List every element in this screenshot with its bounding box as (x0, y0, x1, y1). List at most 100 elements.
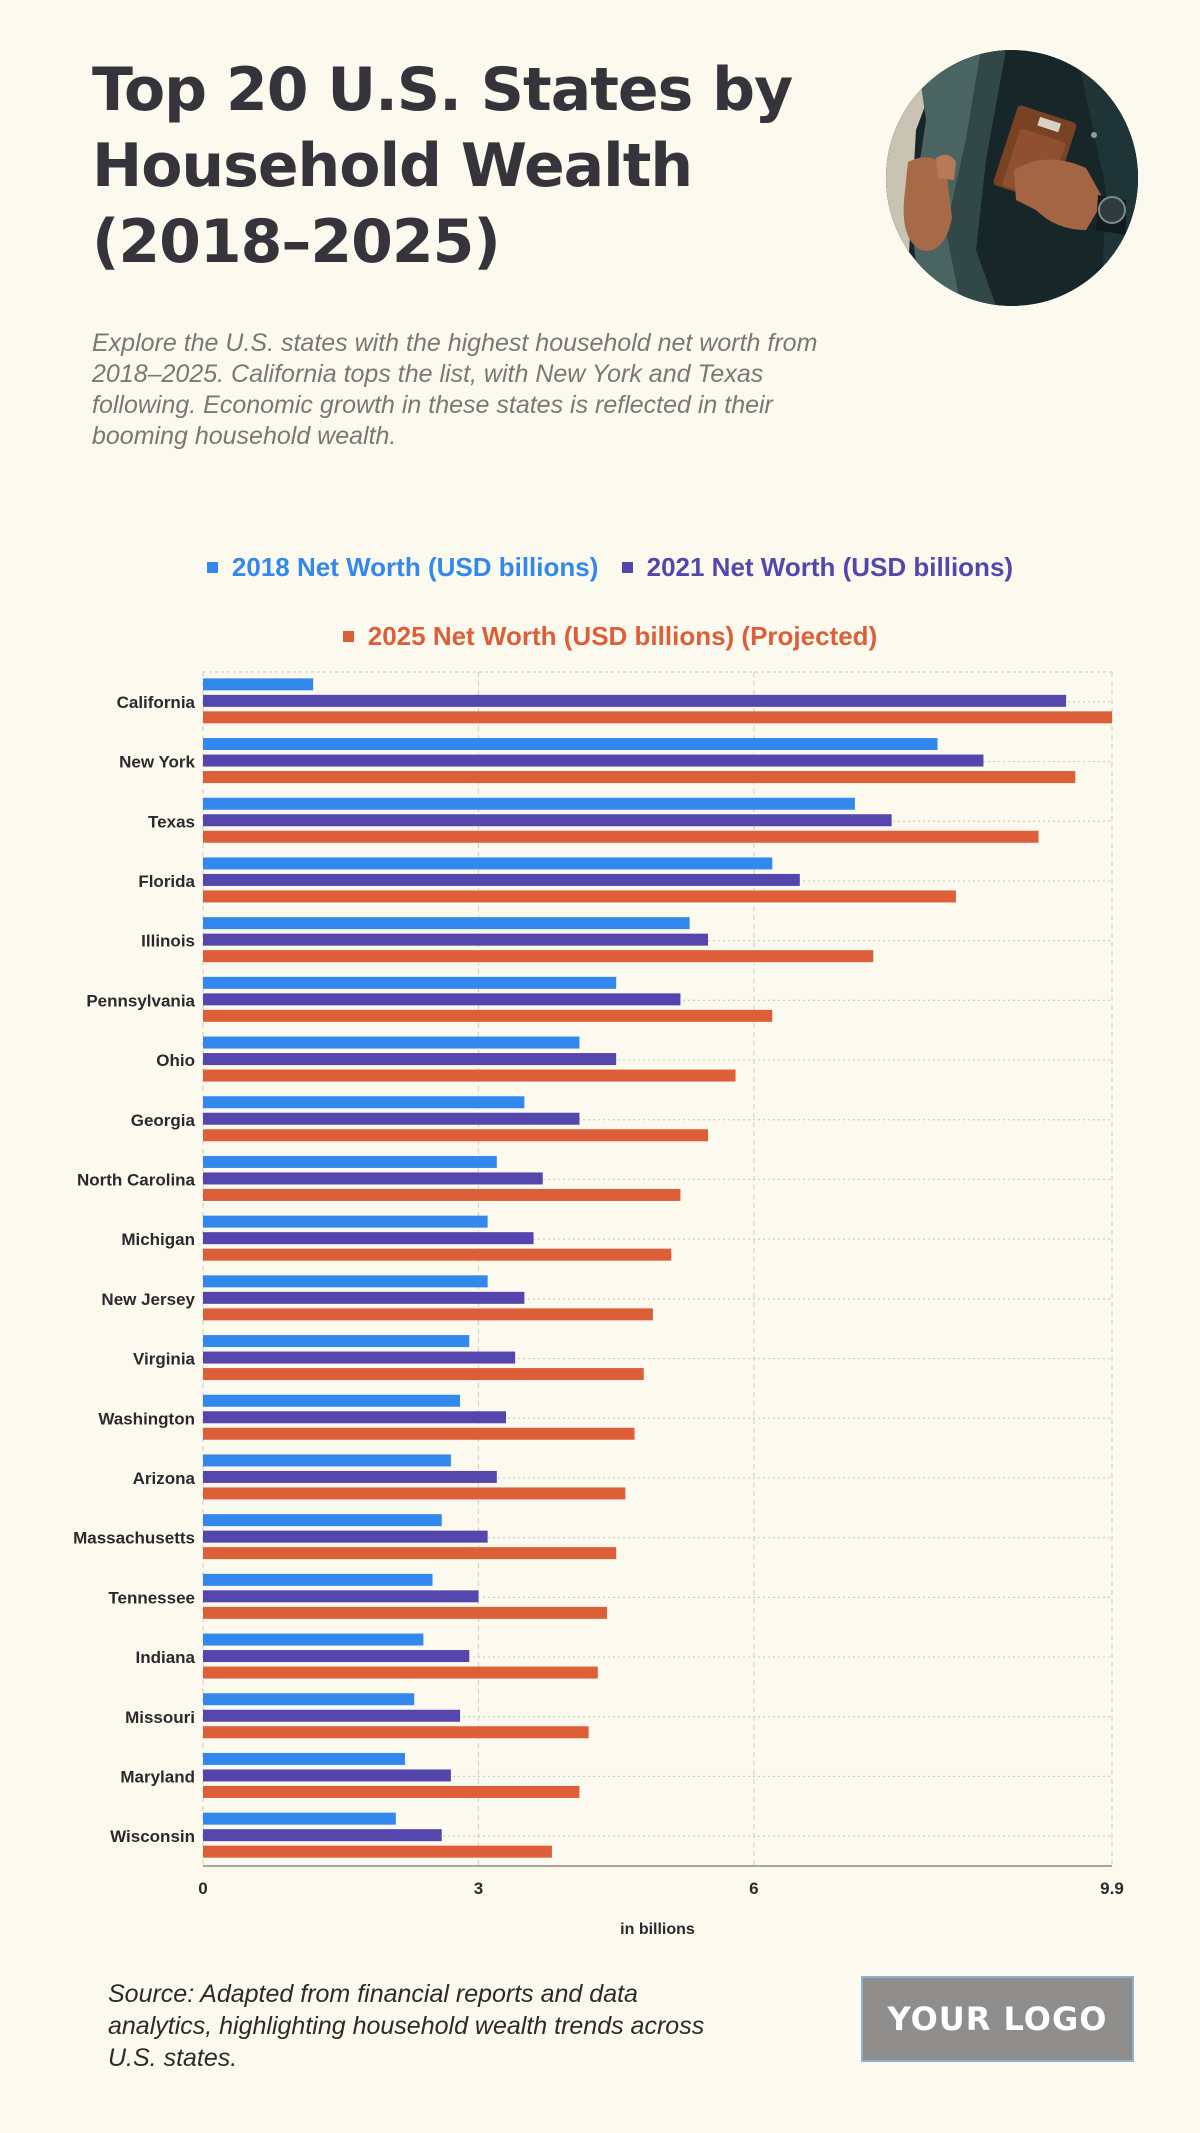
chart-legend: 2018 Net Worth (USD billions) 2021 Net W… (150, 552, 1070, 583)
bar-indiana-2025[interactable]: Indiana — 2025 Net Worth (USD billions) … (203, 1666, 598, 1679)
category-label: Massachusetts (73, 1529, 195, 1548)
bar-florida-2021[interactable]: Florida — 2021 Net Worth (USD billions):… (203, 873, 800, 886)
category-label: Tennessee (108, 1588, 195, 1607)
bar-georgia-2018[interactable]: Georgia — 2018 Net Worth (USD billions):… (203, 1096, 525, 1109)
bar-arizona-2021[interactable]: Arizona — 2021 Net Worth (USD billions):… (203, 1470, 497, 1483)
bar-new-jersey-2025[interactable]: New Jersey — 2025 Net Worth (USD billion… (203, 1308, 653, 1321)
bar-illinois-2018[interactable]: Illinois — 2018 Net Worth (USD billions)… (203, 917, 690, 930)
bar-indiana-2021[interactable]: Indiana — 2021 Net Worth (USD billions):… (203, 1650, 470, 1663)
bar-ohio-2018[interactable]: Ohio — 2018 Net Worth (USD billions): 4.… (203, 1036, 580, 1049)
bar-arizona-2018[interactable]: Arizona — 2018 Net Worth (USD billions):… (203, 1454, 451, 1467)
bar-illinois-2025[interactable]: Illinois — 2025 Net Worth (USD billions)… (203, 950, 874, 963)
category-label: Washington (98, 1409, 195, 1428)
bar-maryland-2025[interactable]: Maryland — 2025 Net Worth (USD billions)… (203, 1785, 580, 1798)
bar-maryland-2018[interactable]: Maryland — 2018 Net Worth (USD billions)… (203, 1752, 405, 1765)
wallet-photo-illustration (886, 50, 1138, 306)
bar-california-2021[interactable]: California — 2021 Net Worth (USD billion… (203, 694, 1067, 707)
bar-group-florida: Florida — 2018 Net Worth (USD billions):… (203, 857, 956, 903)
bar-wisconsin-2025[interactable]: Wisconsin — 2025 Net Worth (USD billions… (203, 1845, 552, 1858)
bar-new-york-2025[interactable]: New York — 2025 Net Worth (USD billions)… (203, 771, 1076, 784)
bar-ohio-2021[interactable]: Ohio — 2021 Net Worth (USD billions): 4.… (203, 1053, 617, 1066)
bar-washington-2018[interactable]: Washington — 2018 Net Worth (USD billion… (203, 1394, 461, 1407)
bar-massachusetts-2025[interactable]: Massachusetts — 2025 Net Worth (USD bill… (203, 1547, 617, 1560)
category-label: Virginia (133, 1350, 196, 1369)
bar-tennessee-2021[interactable]: Tennessee — 2021 Net Worth (USD billions… (203, 1590, 479, 1603)
bar-arizona-2025[interactable]: Arizona — 2025 Net Worth (USD billions) … (203, 1487, 626, 1500)
bar-virginia-2025[interactable]: Virginia — 2025 Net Worth (USD billions)… (203, 1368, 644, 1381)
bar-texas-2021[interactable]: Texas — 2021 Net Worth (USD billions): 7… (203, 814, 892, 827)
page-title: Top 20 U.S. States by Household Wealth (… (92, 55, 793, 277)
legend-swatch-2025 (342, 630, 354, 642)
bar-maryland-2021[interactable]: Maryland — 2021 Net Worth (USD billions)… (203, 1769, 451, 1782)
bar-texas-2025[interactable]: Texas — 2025 Net Worth (USD billions) (P… (203, 830, 1039, 843)
bar-washington-2021[interactable]: Washington — 2021 Net Worth (USD billion… (203, 1411, 506, 1424)
source-note: Source: Adapted from financial reports a… (108, 1980, 705, 2072)
bar-group-tennessee: Tennessee — 2018 Net Worth (USD billions… (203, 1573, 607, 1619)
category-labels: California New York Texas Florida Illinois Pe… (73, 693, 195, 1846)
bar-wisconsin-2021[interactable]: Wisconsin — 2021 Net Worth (USD billions… (203, 1829, 442, 1842)
bar-new-york-2018[interactable]: New York — 2018 Net Worth (USD billions)… (203, 738, 938, 751)
legend-swatch-2018 (206, 561, 218, 573)
bar-missouri-2018[interactable]: Missouri — 2018 Net Worth (USD billions)… (203, 1693, 415, 1706)
bar-north-carolina-2021[interactable]: North Carolina — 2021 Net Worth (USD bil… (203, 1172, 543, 1185)
bar-missouri-2025[interactable]: Missouri — 2025 Net Worth (USD billions)… (203, 1726, 589, 1739)
category-label: Missouri (125, 1708, 195, 1727)
bar-texas-2018[interactable]: Texas — 2018 Net Worth (USD billions): 7… (203, 797, 855, 810)
bar-ohio-2025[interactable]: Ohio — 2025 Net Worth (USD billions) (Pr… (203, 1069, 736, 1082)
x-tick-label: 3 (474, 1879, 483, 1898)
bar-north-carolina-2025[interactable]: North Carolina — 2025 Net Worth (USD bil… (203, 1188, 681, 1201)
x-tick-label: 9.9 (1100, 1879, 1124, 1898)
bar-california-2025[interactable]: California — 2025 Net Worth (USD billion… (203, 711, 1112, 724)
legend-item-2018[interactable]: 2018 Net Worth (USD billions) (206, 552, 598, 583)
category-label: Texas (148, 812, 195, 831)
legend-swatch-2021 (621, 561, 633, 573)
bar-north-carolina-2018[interactable]: North Carolina — 2018 Net Worth (USD bil… (203, 1155, 497, 1168)
bar-georgia-2025[interactable]: Georgia — 2025 Net Worth (USD billions) … (203, 1129, 708, 1142)
bar-tennessee-2025[interactable]: Tennessee — 2025 Net Worth (USD billions… (203, 1606, 607, 1619)
bar-michigan-2021[interactable]: Michigan — 2021 Net Worth (USD billions)… (203, 1232, 534, 1245)
bar-illinois-2021[interactable]: Illinois — 2021 Net Worth (USD billions)… (203, 933, 708, 946)
bar-new-jersey-2021[interactable]: New Jersey — 2021 Net Worth (USD billion… (203, 1291, 525, 1304)
bar-group-michigan: Michigan — 2018 Net Worth (USD billions)… (203, 1215, 672, 1261)
bar-tennessee-2018[interactable]: Tennessee — 2018 Net Worth (USD billions… (203, 1573, 433, 1586)
category-label: New Jersey (101, 1290, 195, 1309)
bar-new-jersey-2018[interactable]: New Jersey — 2018 Net Worth (USD billion… (203, 1275, 488, 1288)
legend-item-2021[interactable]: 2021 Net Worth (USD billions) (621, 552, 1014, 583)
x-tick-label: 0 (198, 1879, 207, 1898)
x-axis: 0 3 6 9.9 (198, 1865, 1124, 1898)
bar-washington-2025[interactable]: Washington — 2025 Net Worth (USD billion… (203, 1427, 635, 1440)
bar-pennsylvania-2021[interactable]: Pennsylvania — 2021 Net Worth (USD billi… (203, 993, 681, 1006)
bar-new-york-2021[interactable]: New York — 2021 Net Worth (USD billions)… (203, 754, 984, 767)
bar-california-2018[interactable]: California — 2018 Net Worth (USD billion… (203, 678, 314, 691)
x-axis-title: in billions (620, 1921, 695, 1938)
bar-massachusetts-2018[interactable]: Massachusetts — 2018 Net Worth (USD bill… (203, 1514, 442, 1527)
bar-group-wisconsin: Wisconsin — 2018 Net Worth (USD billions… (203, 1812, 552, 1858)
legend-label-2021: 2021 Net Worth (USD billions) (646, 552, 1014, 582)
bar-pennsylvania-2025[interactable]: Pennsylvania — 2025 Net Worth (USD billi… (203, 1009, 773, 1022)
bar-florida-2025[interactable]: Florida — 2025 Net Worth (USD billions) … (203, 890, 956, 903)
bar-florida-2018[interactable]: Florida — 2018 Net Worth (USD billions):… (203, 857, 773, 870)
bar-georgia-2021[interactable]: Georgia — 2021 Net Worth (USD billions):… (203, 1112, 580, 1125)
bar-group-arizona: Arizona — 2018 Net Worth (USD billions):… (203, 1454, 626, 1500)
category-label: Pennsylvania (86, 991, 195, 1010)
bar-michigan-2018[interactable]: Michigan — 2018 Net Worth (USD billions)… (203, 1215, 488, 1228)
bar-pennsylvania-2018[interactable]: Pennsylvania — 2018 Net Worth (USD billi… (203, 976, 617, 989)
grid-layer (202, 671, 1113, 1866)
bar-missouri-2021[interactable]: Missouri — 2021 Net Worth (USD billions)… (203, 1709, 461, 1722)
bar-wisconsin-2018[interactable]: Wisconsin — 2018 Net Worth (USD billions… (203, 1812, 396, 1825)
legend-item-2025[interactable]: 2025 Net Worth (USD billions) (Projected… (342, 621, 877, 652)
bar-virginia-2021[interactable]: Virginia — 2021 Net Worth (USD billions)… (203, 1351, 516, 1364)
category-label: Ohio (156, 1051, 195, 1070)
category-label: North Carolina (77, 1170, 196, 1189)
category-label: Georgia (131, 1111, 196, 1130)
bar-group-new-york: New York — 2018 Net Worth (USD billions)… (203, 738, 1076, 784)
category-label: Illinois (141, 932, 195, 951)
bar-massachusetts-2021[interactable]: Massachusetts — 2021 Net Worth (USD bill… (203, 1530, 488, 1543)
category-label: Wisconsin (110, 1827, 195, 1846)
bar-group-pennsylvania: Pennsylvania — 2018 Net Worth (USD billi… (203, 976, 773, 1022)
bar-indiana-2018[interactable]: Indiana — 2018 Net Worth (USD billions):… (203, 1633, 424, 1646)
chart-legend-row-2: 2025 Net Worth (USD billions) (Projected… (150, 621, 1070, 652)
bar-michigan-2025[interactable]: Michigan — 2025 Net Worth (USD billions)… (203, 1248, 672, 1261)
bar-group-north-carolina: North Carolina — 2018 Net Worth (USD bil… (203, 1155, 681, 1201)
bar-virginia-2018[interactable]: Virginia — 2018 Net Worth (USD billions)… (203, 1335, 470, 1348)
